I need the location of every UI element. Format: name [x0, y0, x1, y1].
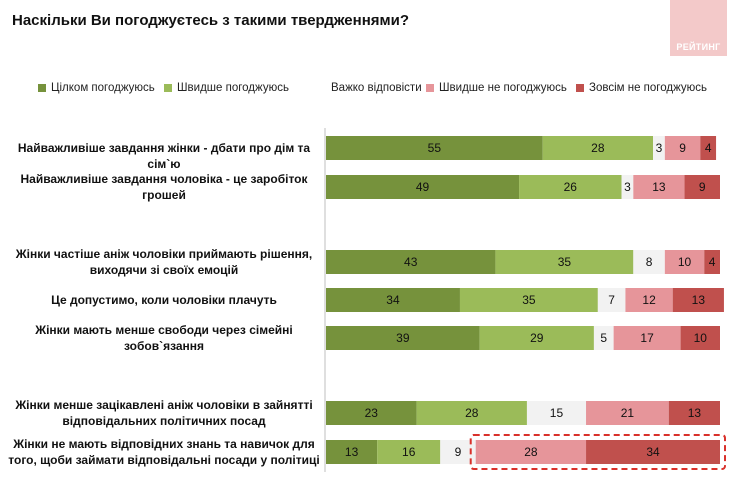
- data-label: 17: [640, 331, 654, 345]
- row-label: Жінки частіше аніж чоловіки приймають рі…: [15, 247, 313, 277]
- data-label: 49: [416, 180, 430, 194]
- data-label: 34: [646, 445, 660, 459]
- bar-segment: [526, 401, 587, 425]
- bar-segment: [326, 175, 520, 199]
- legend-item-2: Швидше погоджуюсь: [164, 82, 289, 94]
- legend-label: Зовсім не погоджуюсь: [589, 82, 708, 94]
- bar-segment: [542, 136, 654, 160]
- legend-item-5: Зовсім не погоджуюсь: [576, 82, 707, 94]
- bar-segment: [326, 440, 378, 464]
- data-label: 55: [428, 141, 442, 155]
- data-label: 7: [608, 293, 615, 307]
- bar-segment: [597, 288, 626, 312]
- legend-label: Швидше погоджуюсь: [177, 82, 289, 94]
- legend-item-1: Цілком погоджуюсь: [38, 82, 155, 94]
- data-label: 15: [550, 406, 564, 420]
- data-label: 5: [600, 331, 607, 345]
- bar-segment: [326, 288, 460, 312]
- bar-segment: [653, 136, 665, 160]
- data-label: 13: [345, 445, 359, 459]
- data-label: 13: [688, 406, 702, 420]
- data-label: 43: [404, 255, 418, 269]
- legend-swatch: [38, 84, 46, 92]
- bar-segment: [326, 326, 480, 350]
- data-label: 9: [679, 141, 686, 155]
- row-label: Жінки мають менше свободи через сімейні …: [35, 323, 293, 353]
- data-label: 4: [705, 141, 712, 155]
- data-label: 10: [694, 331, 708, 345]
- data-label: 3: [624, 180, 631, 194]
- logo-text: РЕЙТИНГ: [676, 42, 721, 52]
- data-label: 26: [564, 180, 578, 194]
- bar-segment: [672, 288, 724, 312]
- highlight-box: [469, 434, 726, 470]
- data-label: 4: [709, 255, 716, 269]
- row-label: Найважливіше завдання жінки - дбати про …: [17, 141, 311, 171]
- row-label: Жінки не мають відповідних знань та нави…: [8, 437, 320, 467]
- bar-segment: [593, 326, 614, 350]
- bar-segment: [326, 401, 417, 425]
- data-label: 10: [678, 255, 692, 269]
- data-label: 35: [558, 255, 572, 269]
- data-label: 35: [522, 293, 536, 307]
- data-label: 13: [652, 180, 666, 194]
- data-label: 9: [699, 180, 706, 194]
- bar-segment: [459, 288, 598, 312]
- bar-segment: [668, 401, 720, 425]
- bar-segment: [377, 440, 441, 464]
- legend-item-3: Важко відповісти: [318, 82, 422, 94]
- legend-label: Швидше не погоджуюсь: [439, 82, 567, 94]
- legend-swatch: [318, 84, 326, 92]
- data-label: 16: [402, 445, 416, 459]
- bar-segment: [326, 136, 543, 160]
- data-label: 28: [591, 141, 605, 155]
- bar-segment: [680, 326, 720, 350]
- data-label: 12: [642, 293, 656, 307]
- row-label: Найважливіше завдання чоловіка - це заро…: [20, 172, 308, 202]
- data-label: 9: [455, 445, 462, 459]
- bar-segment: [621, 175, 634, 199]
- bar-segment: [684, 175, 720, 199]
- data-label: 39: [396, 331, 410, 345]
- row-label: Жінки менше зацікавлені аніж чоловіки в …: [15, 398, 313, 428]
- chart-legend: Цілком погоджуюсь Швидше погоджуюсь Важко …: [38, 82, 728, 98]
- bar-segment: [495, 250, 634, 274]
- bar-segment: [633, 175, 685, 199]
- bar-segment: [700, 136, 717, 160]
- legend-swatch: [164, 84, 172, 92]
- data-label: 8: [646, 255, 653, 269]
- row-label: Це допустимо, коли чоловіки плачуть: [51, 293, 277, 307]
- legend-label: Цілком погоджуюсь: [51, 82, 155, 94]
- data-label: 3: [656, 141, 663, 155]
- bar-segment: [625, 288, 673, 312]
- bar-segment: [633, 250, 665, 274]
- bar-segment: [519, 175, 622, 199]
- data-label: 28: [465, 406, 479, 420]
- bar-segment: [475, 440, 587, 464]
- data-label: 34: [386, 293, 400, 307]
- bar-segment: [586, 401, 669, 425]
- bar-segment: [586, 440, 720, 464]
- bar-segment: [664, 136, 701, 160]
- bar-segment: [416, 401, 527, 425]
- data-label: 29: [530, 331, 544, 345]
- chart-title: Наскільки Ви погоджуєтесь з такими тверд…: [12, 12, 409, 29]
- data-label: 28: [524, 445, 538, 459]
- bar-segment: [613, 326, 681, 350]
- data-label: 21: [621, 406, 635, 420]
- rating-logo: РЕЙТИНГ: [670, 0, 727, 56]
- legend-swatch: [426, 84, 434, 92]
- legend-item-4: Швидше не погоджуюсь: [426, 82, 567, 94]
- bar-segment: [704, 250, 720, 274]
- bar-segment: [479, 326, 594, 350]
- legend-swatch: [576, 84, 584, 92]
- data-label: 23: [365, 406, 379, 420]
- legend-label: Важко відповісти: [331, 82, 422, 94]
- bar-segment: [326, 250, 496, 274]
- data-label: 13: [692, 293, 706, 307]
- bar-segment: [664, 250, 705, 274]
